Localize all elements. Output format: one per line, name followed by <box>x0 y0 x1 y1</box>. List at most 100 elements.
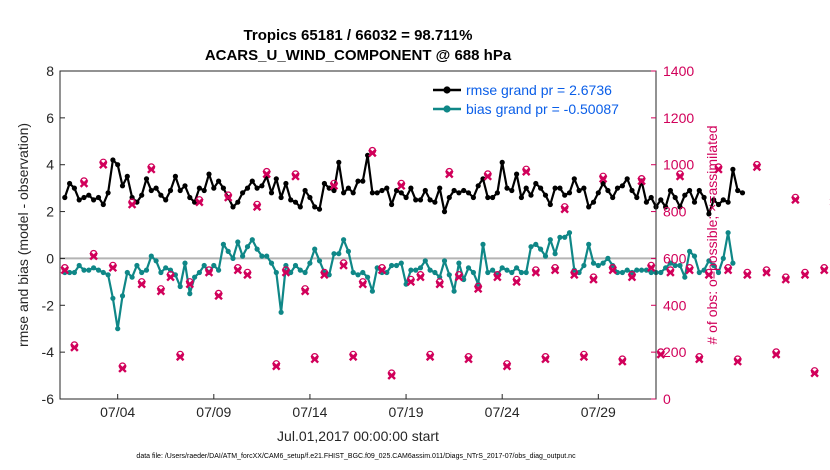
obs-assimilated-point <box>608 265 617 275</box>
bias-point <box>134 262 140 269</box>
bias-point <box>254 246 260 252</box>
obs-assimilated-point <box>387 371 396 380</box>
rmse-point <box>605 187 611 194</box>
rmse-point <box>403 194 409 201</box>
rmse-point <box>562 192 568 198</box>
bias-point <box>95 267 102 273</box>
obs-assimilated-point <box>175 352 185 362</box>
rmse-point <box>163 197 169 203</box>
bias-point <box>336 251 342 257</box>
obs-assimilated-point <box>147 165 156 174</box>
rmse-point <box>288 197 294 203</box>
obs-assimilated-point <box>425 352 435 362</box>
obs-assimilated-point <box>416 272 425 282</box>
y-left-tick-label: 6 <box>46 110 54 126</box>
rmse-point <box>158 192 164 198</box>
bias-point <box>230 255 236 261</box>
bias-point <box>586 241 592 247</box>
obs-assimilated-point <box>521 167 531 176</box>
rmse-point <box>629 187 635 194</box>
obs-assimilated-point <box>329 181 339 191</box>
rmse-point <box>528 192 534 198</box>
obs-assimilated-point <box>272 361 281 371</box>
rmse-point <box>326 185 332 191</box>
bias-point <box>187 291 193 297</box>
rmse-point <box>518 194 525 201</box>
rmse-point <box>110 157 116 163</box>
bias-point <box>451 288 457 294</box>
obs-assimilated-point <box>541 354 550 364</box>
rmse-point <box>408 185 414 191</box>
y-right-tick-label: 0 <box>663 391 671 407</box>
rmse-point <box>446 194 452 201</box>
rmse-point <box>143 176 150 182</box>
rmse-point <box>576 187 582 194</box>
bias-point <box>115 326 121 332</box>
bias-point <box>504 267 510 273</box>
obs-assimilated-point <box>733 357 742 366</box>
bias-point <box>216 267 222 273</box>
bias-point <box>153 258 159 264</box>
obs-assimilated-point <box>781 275 791 284</box>
bias-point <box>711 262 717 269</box>
bias-point <box>600 260 606 266</box>
bias-point <box>273 269 279 276</box>
bias-point <box>677 262 683 269</box>
rmse-point <box>648 194 654 201</box>
bias-point <box>610 262 616 269</box>
y-left-tick-label: -2 <box>42 297 55 313</box>
rmse-point <box>398 190 404 196</box>
bias-point <box>393 262 400 269</box>
obs-assimilated-point <box>819 265 829 275</box>
rmse-point <box>658 197 664 203</box>
y-left-tick-label: -6 <box>42 391 55 407</box>
rmse-point <box>86 192 92 198</box>
rmse-point <box>139 192 145 198</box>
obs-assimilated-point <box>695 354 704 364</box>
obs-assimilated-point <box>810 368 819 378</box>
bias-point <box>225 248 231 254</box>
y-right-tick-label: 1000 <box>663 157 694 173</box>
bias-point <box>523 269 529 276</box>
obs-assimilated-point <box>214 291 223 301</box>
bias-point <box>614 269 621 276</box>
rmse-point <box>384 185 390 191</box>
obs-assimilated-point <box>89 251 98 261</box>
rmse-point <box>725 199 731 205</box>
obs-assimilated-point <box>195 197 204 207</box>
rmse-point <box>292 199 299 205</box>
bias-point <box>408 267 414 273</box>
rmse-point <box>691 199 698 205</box>
rmse-series <box>62 152 746 217</box>
legend-bias-marker <box>443 105 451 113</box>
rmse-point <box>571 176 577 182</box>
rmse-point <box>244 185 251 191</box>
rmse-point <box>341 190 347 196</box>
bias-point <box>201 262 207 269</box>
bias-point <box>350 269 356 276</box>
obs-assimilated-point <box>320 270 329 280</box>
bias-point <box>629 269 635 276</box>
bias-point <box>725 230 731 236</box>
rmse-point <box>581 185 587 191</box>
rmse-point <box>465 190 472 196</box>
rmse-point <box>509 187 515 194</box>
rmse-point <box>182 183 188 189</box>
obs-assimilated-point <box>281 268 291 277</box>
rmse-point <box>696 187 702 194</box>
rmse-point <box>427 197 433 203</box>
rmse-point <box>331 187 337 194</box>
bias-point <box>302 269 308 276</box>
chart-title-line2: ACARS_U_WIND_COMPONENT @ 688 hPa <box>205 47 512 64</box>
bias-point <box>345 248 351 254</box>
bias-point <box>67 269 73 276</box>
obs-assimilated-point <box>771 350 781 359</box>
obs-assimilated-point <box>339 261 348 270</box>
rmse-point <box>672 194 678 201</box>
bias-point <box>490 267 496 273</box>
rmse-point <box>148 187 154 194</box>
legend-rmse-marker <box>443 86 451 94</box>
bias-point <box>562 234 568 240</box>
bias-point <box>461 276 467 283</box>
bias-point <box>249 237 255 243</box>
